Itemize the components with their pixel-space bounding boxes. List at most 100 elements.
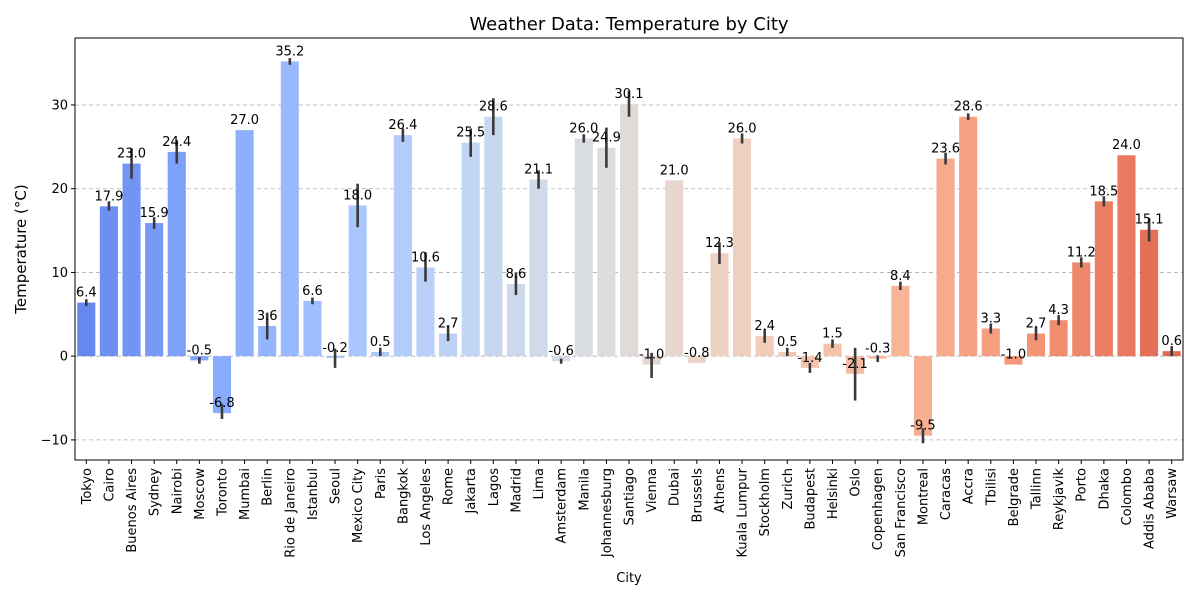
value-label: 24.9 — [592, 131, 621, 146]
bar — [1026, 333, 1046, 357]
value-label: -1.4 — [797, 351, 822, 366]
value-label: 10.6 — [411, 250, 440, 265]
value-label: 30.1 — [615, 87, 644, 102]
bar — [619, 104, 639, 357]
value-label: 23.0 — [117, 147, 146, 162]
x-tick-label: Toronto — [215, 468, 230, 517]
x-tick-label: Berlin — [261, 468, 276, 506]
value-label: 15.9 — [140, 206, 169, 221]
x-tick-label: Mexico City — [351, 468, 366, 543]
bar — [258, 326, 277, 357]
value-label: -9.5 — [910, 419, 935, 434]
x-tick-label: Athens — [713, 468, 728, 513]
bar — [687, 356, 706, 363]
x-tick-label: Warsaw — [1165, 468, 1180, 519]
value-label: -0.3 — [865, 342, 890, 357]
x-tick-label: Kuala Lumpur — [736, 467, 751, 557]
bar — [981, 328, 1000, 357]
value-label: 2.7 — [1026, 317, 1047, 332]
value-label: 0.6 — [1161, 334, 1182, 349]
value-label: 4.3 — [1048, 303, 1069, 318]
bar — [1117, 155, 1136, 357]
value-label: 8.4 — [890, 269, 911, 284]
value-label: 8.6 — [506, 267, 527, 282]
x-tick-label: Tbilisi — [984, 468, 999, 506]
bar — [1049, 320, 1068, 357]
value-labels: 6.4 17.9 23.0 15.9 24.4 -0.5 -6.8 27.0 3.6 35.2 6.… — [76, 44, 1182, 433]
x-tick-label: Tokyo — [80, 468, 95, 505]
bar — [303, 300, 322, 357]
bar — [936, 158, 955, 357]
bar — [145, 223, 164, 357]
bar — [733, 138, 752, 357]
x-tick-label: Reykjavik — [1052, 468, 1067, 531]
value-label: -0.2 — [322, 341, 347, 356]
x-tick-label: Colombo — [1120, 468, 1135, 526]
bar — [212, 356, 232, 414]
bar — [167, 151, 186, 357]
value-label: 18.5 — [1089, 184, 1118, 199]
x-tick-label: Nairobi — [170, 468, 185, 514]
value-label: -1.0 — [639, 348, 664, 363]
x-tick-label: Sydney — [148, 468, 163, 516]
x-tick-label: Los Angeles — [419, 468, 434, 546]
y-axis: −10 0 10 20 30 — [41, 98, 75, 448]
x-tick-label: Cairo — [102, 468, 117, 502]
error-bars — [85, 58, 1173, 444]
x-tick-label: Jakarta — [464, 468, 479, 514]
x-tick-label: Helsinki — [826, 468, 841, 519]
bar — [77, 302, 96, 357]
x-tick-label: Montreal — [916, 468, 931, 525]
value-label: 18.0 — [343, 188, 372, 203]
x-tick-label: Stockholm — [758, 468, 773, 536]
value-label: 15.1 — [1135, 213, 1164, 228]
y-tick-label: 0 — [60, 350, 68, 365]
value-label: 3.3 — [980, 312, 1001, 327]
value-label: 25.5 — [456, 126, 485, 141]
x-tick-label: Lagos — [487, 468, 502, 506]
bar — [122, 163, 141, 357]
value-label: 0.5 — [777, 335, 798, 350]
value-label: 24.0 — [1112, 138, 1141, 153]
x-tick-label: Accra — [962, 468, 977, 504]
x-tick-label: Porto — [1075, 468, 1090, 502]
x-tick-label: Manila — [577, 468, 592, 511]
value-label: 26.0 — [569, 121, 598, 136]
y-tick-label: −10 — [41, 433, 68, 448]
x-tick-label: Oslo — [849, 468, 864, 497]
bar — [393, 135, 412, 357]
bar — [506, 284, 525, 357]
bar — [1072, 262, 1091, 357]
x-tick-label: Seoul — [329, 468, 344, 504]
x-tick-label: Istanbul — [306, 468, 321, 520]
x-axis: Tokyo Cairo Buenos Aires Sydney Nairobi Mosco… — [80, 460, 1180, 558]
x-tick-label: Copenhagen — [871, 468, 886, 550]
bar — [597, 147, 616, 357]
x-axis-label: City — [616, 571, 642, 586]
x-tick-label: Brussels — [690, 468, 705, 523]
bar — [891, 285, 910, 357]
bar — [1140, 229, 1159, 357]
value-label: -0.8 — [684, 346, 709, 361]
bar — [280, 61, 299, 357]
value-label: 11.2 — [1067, 245, 1096, 260]
value-label: 23.6 — [931, 142, 960, 157]
value-label: -2.1 — [842, 357, 867, 372]
bar — [439, 333, 458, 357]
y-axis-label: Temperature (°C) — [12, 184, 30, 314]
value-label: 28.6 — [479, 100, 508, 115]
x-tick-label: Johannesburg — [600, 468, 615, 558]
x-tick-label: Rome — [442, 468, 457, 505]
y-tick-label: 10 — [51, 266, 68, 281]
bar — [529, 179, 548, 357]
x-tick-label: Zurich — [781, 468, 796, 510]
x-tick-label: Lima — [532, 468, 547, 499]
value-label: 17.9 — [94, 189, 123, 204]
value-label: 26.4 — [388, 118, 417, 133]
x-tick-label: Caracas — [939, 468, 954, 520]
value-label: 6.6 — [302, 284, 323, 299]
x-tick-label: Budapest — [803, 468, 818, 530]
x-tick-label: Amsterdam — [555, 468, 570, 543]
value-label: 12.3 — [705, 236, 734, 251]
value-label: -0.6 — [548, 344, 573, 359]
